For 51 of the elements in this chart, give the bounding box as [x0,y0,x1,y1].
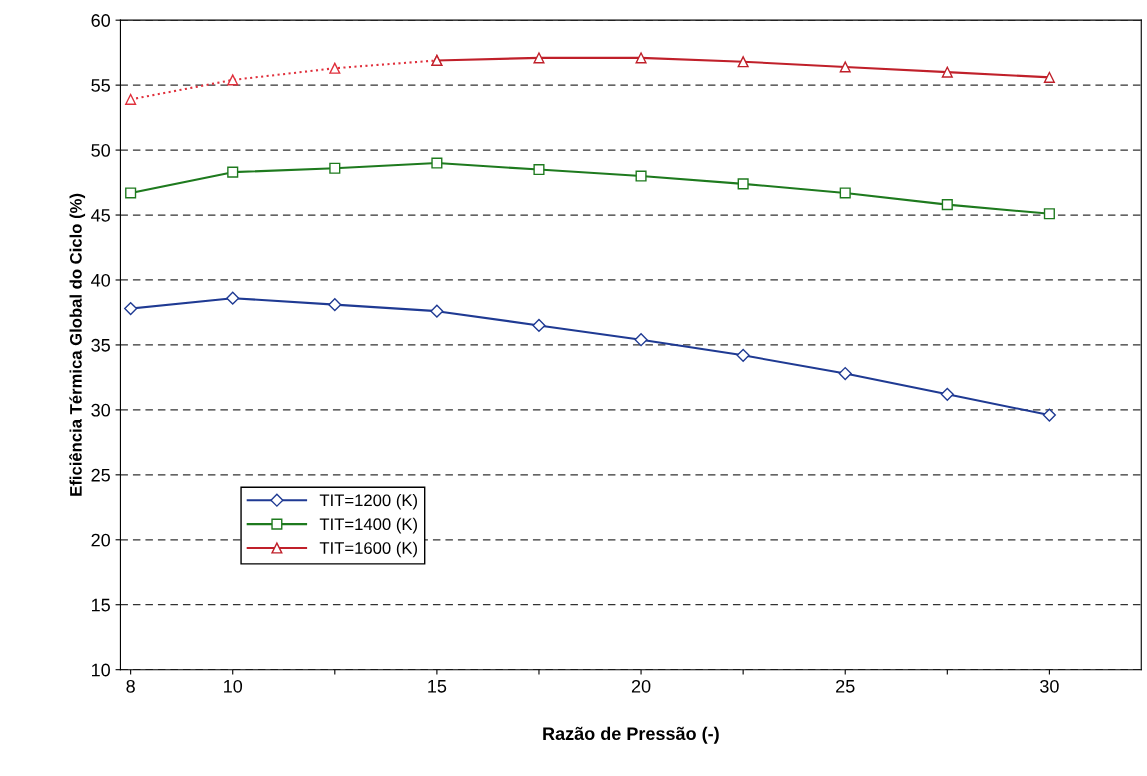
point [941,66,953,78]
point [431,157,443,169]
point [430,304,444,318]
point [839,61,851,73]
x-tick-label: 30 [1040,679,1059,693]
point [329,62,341,74]
y-tick-label: 10 [92,663,111,677]
x-axis-title: Razão de Pressão (-) [543,726,719,744]
legend-label: TIT=1600 (K) [319,541,418,558]
point [329,162,341,174]
point [838,366,852,381]
y-tick-label: 20 [91,533,111,547]
x-tick-label: 25 [836,679,855,693]
point [227,74,239,86]
point [1042,408,1056,422]
point [737,56,749,68]
point [226,291,240,305]
y-tick-label: 15 [92,598,110,612]
point [635,52,647,64]
point [125,187,137,199]
y-axis-title: Eficiência Térmica Global do Ciclo (%) [69,193,86,496]
point [1043,71,1055,83]
x-tick-label: 15 [428,680,447,693]
point [533,52,545,64]
point [533,164,545,176]
y-tick-label: 35 [91,338,110,352]
y-tick-label: 45 [91,209,110,222]
point [227,166,239,178]
y-tick-label: 40 [91,273,111,287]
y-tick-label: 30 [91,403,111,417]
point [941,199,953,211]
y-tick-label: 60 [91,14,111,27]
point [634,333,648,347]
point [328,298,342,312]
point [532,318,546,333]
point [124,301,138,316]
x-tick-label: 8 [126,679,135,693]
legend-label: TIT=1400 (K) [319,517,418,534]
point [1043,208,1055,220]
y-tick-label: 55 [91,79,110,92]
point [635,170,647,182]
y-tick-label: 50 [91,144,111,157]
point [940,387,954,401]
point [737,178,749,190]
point [736,348,750,362]
legend-label: TIT=1200 (K) [319,493,418,510]
x-tick-label: 20 [631,679,651,693]
point [125,93,137,105]
x-tick-label: 10 [224,679,243,693]
y-tick-label: 25 [91,468,110,482]
point [839,187,851,199]
